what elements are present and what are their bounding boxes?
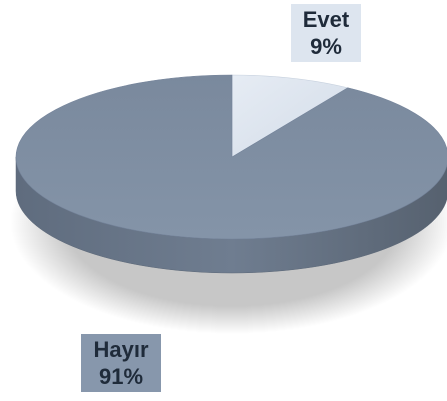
- slice-name-hayir: Hayır: [93, 337, 149, 362]
- pie-slice-hayir: [15, 74, 447, 240]
- pie-slice-evet: [231, 74, 349, 158]
- slice-value-hayir: 91%: [98, 364, 144, 389]
- slice-label-hayir: Hayır 91%: [81, 334, 161, 392]
- slice-name-evet: Evet: [302, 7, 350, 32]
- slice-value-evet: 9%: [310, 34, 342, 59]
- slice-label-evet: Evet 9%: [291, 4, 361, 62]
